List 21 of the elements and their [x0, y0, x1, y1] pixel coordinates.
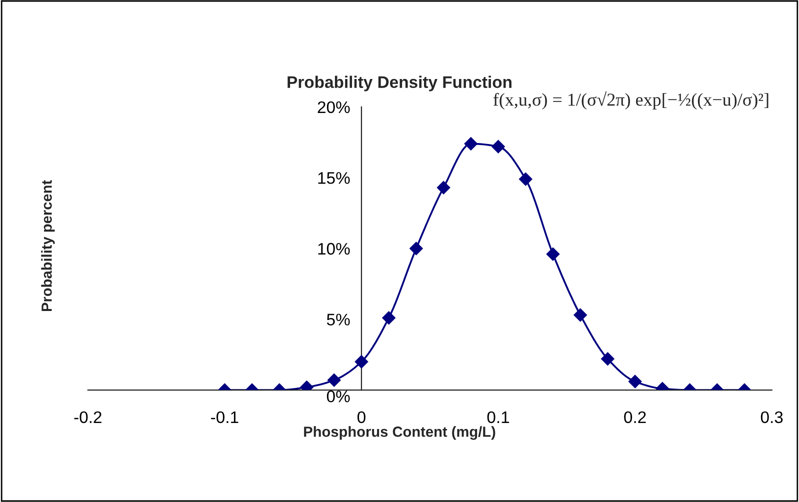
y-tick-label: 0%	[326, 390, 350, 402]
chart-title: Probability Density Function	[288, 76, 512, 92]
x-tick-label: -0.2	[74, 411, 102, 424]
point	[519, 172, 532, 186]
point	[546, 248, 560, 261]
y-axis-title: Probability percent	[41, 180, 55, 312]
y-tick-label: 20%	[318, 101, 350, 114]
x-tick-label: -0.1	[211, 411, 238, 424]
y-tick-label: 10%	[318, 242, 350, 255]
point	[436, 181, 450, 194]
y-tick-label: 5%	[326, 314, 350, 326]
x-tick-label: 0.2	[624, 411, 646, 424]
x-tick-label: 0.1	[487, 411, 510, 424]
y-tick-label: 15%	[318, 172, 350, 184]
point	[410, 242, 423, 256]
x-axis-title: Phosphorus Content (mg/L)	[304, 426, 496, 440]
annotation: f(x,u,σ) = 1/(σ√2π) exp[−½((x−u)/σ)²]	[493, 91, 768, 110]
x-tick-label: 0	[357, 411, 366, 424]
x-tick-label: 0.3	[760, 411, 783, 424]
point	[464, 137, 478, 150]
point	[492, 140, 505, 154]
